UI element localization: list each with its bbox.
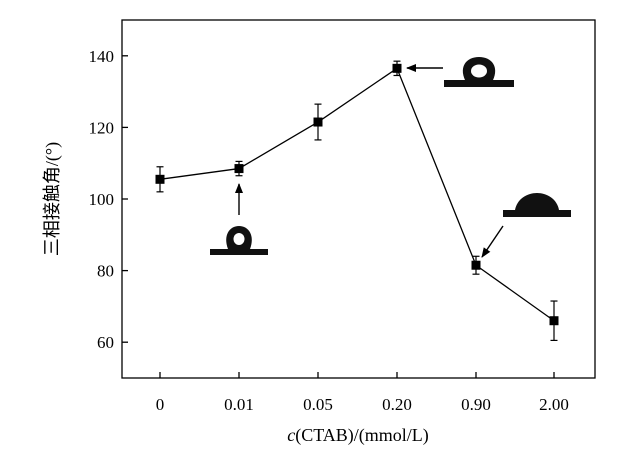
data-point: [313, 117, 323, 127]
x-axis-title-rest: (CTAB)/(mmol/L): [295, 425, 429, 446]
y-axis-title: 三相接触角/(°): [42, 142, 63, 256]
droplet-highlight: [233, 233, 245, 245]
annotation-droplet-0.90: [481, 193, 571, 258]
annotation-droplet-0.20: [406, 57, 514, 87]
substrate-icon: [210, 249, 268, 255]
x-tick-label: 0.01: [224, 395, 254, 414]
x-tick-label: 0: [156, 395, 165, 414]
error-bars: [156, 60, 558, 342]
x-tick-label: 0.90: [461, 395, 491, 414]
x-tick-label: 2.00: [539, 395, 569, 414]
substrate-icon: [503, 210, 571, 217]
droplet-highlight: [471, 64, 487, 78]
data-point: [392, 63, 402, 73]
data-point: [549, 316, 559, 326]
x-axis-title-italic: c: [287, 425, 295, 445]
y-tick-label: 60: [97, 333, 114, 352]
x-tick-label: 0.20: [382, 395, 412, 414]
data-point: [234, 164, 244, 174]
y-tick-label: 80: [97, 262, 114, 281]
annotation-droplet-0.01: [210, 183, 268, 255]
data-point: [155, 174, 165, 184]
data-point: [471, 260, 481, 270]
x-axis: 0 0.01 0.05 0.20 0.90 2.00: [156, 372, 569, 414]
droplet-icon: [515, 193, 559, 210]
y-axis: 60 80 100 120 140: [89, 47, 128, 352]
x-tick-label: 0.05: [303, 395, 333, 414]
substrate-icon: [444, 80, 514, 87]
x-axis-title: c(CTAB)/(mmol/L): [287, 425, 429, 446]
y-tick-label: 120: [89, 118, 115, 137]
y-tick-label: 140: [89, 47, 115, 66]
series-line: [159, 67, 555, 322]
annotation-arrow-down-left: [481, 225, 504, 258]
data-points: [155, 63, 559, 326]
y-tick-label: 100: [89, 190, 115, 209]
